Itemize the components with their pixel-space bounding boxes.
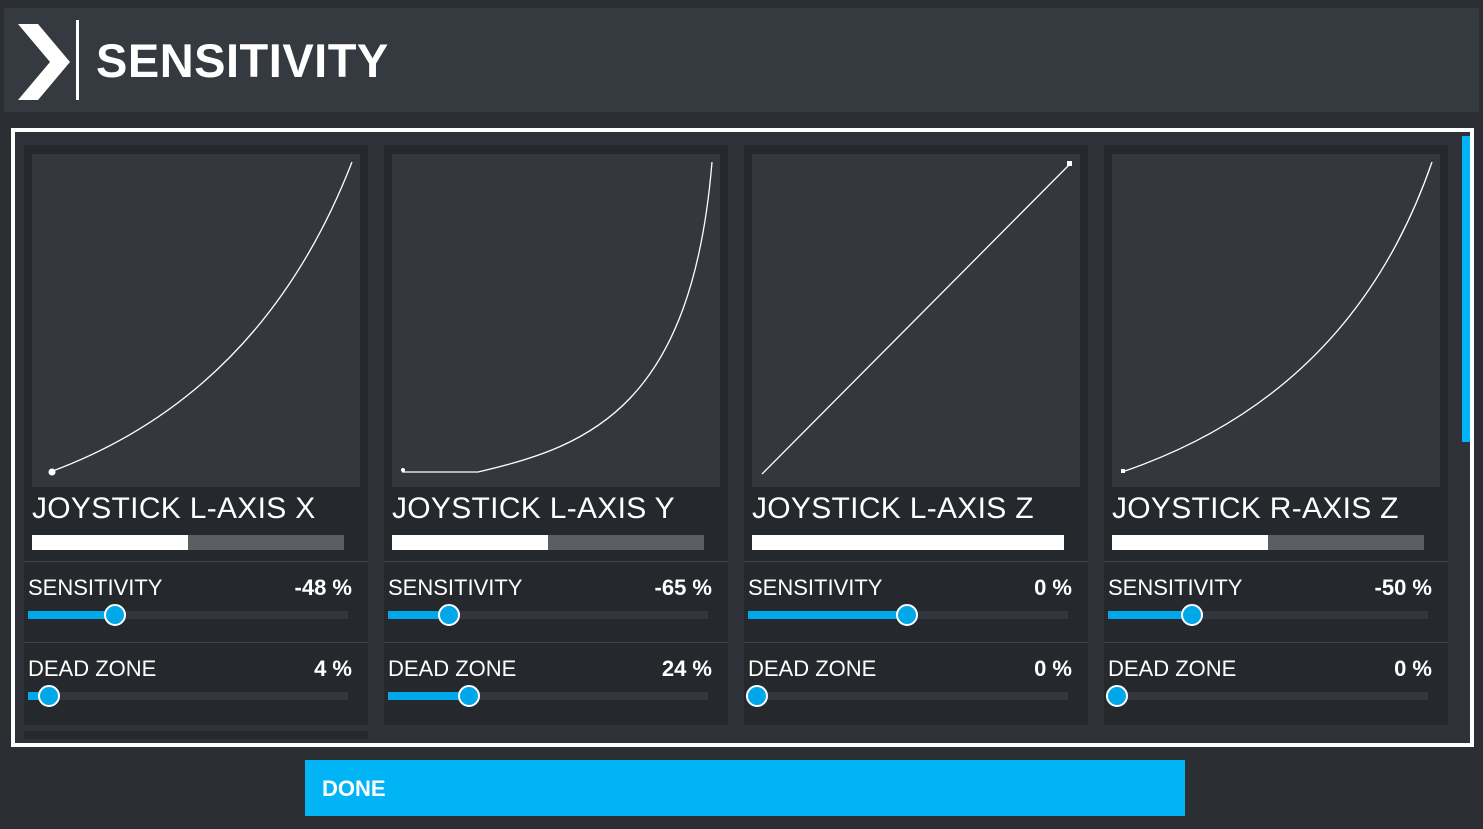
sensitivity-value: 0 % <box>1034 575 1072 600</box>
axis-card-r-axis-z: JOYSTICK R-AXIS Z SENSITIVITY -50 % DEAD… <box>1104 145 1448 725</box>
dead-zone-value: 0 % <box>1394 656 1432 681</box>
curve-start-point <box>48 468 56 476</box>
sensitivity-slider-fill <box>28 611 115 619</box>
response-curve <box>1121 161 1433 473</box>
sensitivity-slider-knob[interactable] <box>104 604 126 626</box>
dead-zone-label: DEAD ZONE <box>1108 656 1237 681</box>
done-button-label: DONE <box>322 776 386 801</box>
sensitivity-slider[interactable] <box>1108 604 1428 626</box>
sensitivity-slider-fill <box>748 611 907 619</box>
divider <box>384 642 728 643</box>
header-divider <box>76 20 79 100</box>
response-curve-graph <box>752 154 1080 487</box>
response-curve <box>402 161 713 473</box>
axis-input-bar-fill <box>392 535 548 550</box>
curve-start-point <box>401 468 405 472</box>
divider <box>384 561 728 562</box>
divider <box>1104 561 1448 562</box>
axis-input-bar <box>752 535 1064 550</box>
curve-start-point <box>1121 469 1125 473</box>
response-curve-graph <box>392 154 720 487</box>
sensitivity-value: -50 % <box>1374 575 1432 600</box>
axis-card-next-row <box>24 731 368 739</box>
chevron-right-icon[interactable] <box>18 24 70 100</box>
dead-zone-slider[interactable] <box>1106 685 1428 707</box>
dead-zone-value: 4 % <box>314 656 352 681</box>
header-bar: SENSITIVITY <box>4 8 1479 112</box>
axis-card-l-axis-x: JOYSTICK L-AXIS X SENSITIVITY -48 % DEAD… <box>24 145 368 725</box>
axis-title: JOYSTICK L-AXIS Y <box>392 492 675 525</box>
dead-zone-slider-knob[interactable] <box>38 685 60 707</box>
sensitivity-slider-knob[interactable] <box>896 604 918 626</box>
dead-zone-slider[interactable] <box>388 685 708 707</box>
sensitivity-slider-knob[interactable] <box>438 604 460 626</box>
axes-panel: JOYSTICK L-AXIS X SENSITIVITY -48 % DEAD… <box>11 128 1474 747</box>
sensitivity-label: SENSITIVITY <box>748 575 883 600</box>
divider <box>1104 642 1448 643</box>
dead-zone-slider[interactable] <box>28 685 348 707</box>
response-curve <box>761 163 1071 475</box>
response-curve-graph <box>1112 154 1440 487</box>
sensitivity-label: SENSITIVITY <box>388 575 523 600</box>
sensitivity-slider-fill <box>388 611 449 619</box>
divider <box>744 561 1088 562</box>
axis-card-l-axis-y: JOYSTICK L-AXIS Y SENSITIVITY -65 % DEAD… <box>384 145 728 725</box>
sensitivity-label: SENSITIVITY <box>28 575 163 600</box>
dead-zone-slider[interactable] <box>746 685 1068 707</box>
axis-input-bar <box>392 535 704 550</box>
dead-zone-slider-knob[interactable] <box>1106 685 1128 707</box>
scrollbar-thumb[interactable] <box>1462 136 1470 442</box>
axis-input-bar-fill <box>32 535 188 550</box>
divider <box>24 642 368 643</box>
divider <box>744 642 1088 643</box>
dead-zone-value: 0 % <box>1034 656 1072 681</box>
done-button[interactable]: DONE <box>305 760 1185 816</box>
dead-zone-value: 24 % <box>661 656 712 681</box>
dead-zone-slider-knob[interactable] <box>746 685 768 707</box>
sensitivity-slider-fill <box>1108 611 1192 619</box>
axis-input-bar <box>1112 535 1424 550</box>
sensitivity-value: -48 % <box>294 575 352 600</box>
sensitivity-slider[interactable] <box>388 604 708 626</box>
axis-title: JOYSTICK L-AXIS Z <box>752 492 1034 525</box>
sensitivity-label: SENSITIVITY <box>1108 575 1243 600</box>
page-title: SENSITIVITY <box>96 34 389 87</box>
axis-input-bar-fill <box>1112 535 1268 550</box>
sensitivity-slider[interactable] <box>28 604 348 626</box>
divider <box>24 561 368 562</box>
axes-scroll-area[interactable]: JOYSTICK L-AXIS X SENSITIVITY -48 % DEAD… <box>19 136 1459 739</box>
axis-title: JOYSTICK R-AXIS Z <box>1112 492 1399 525</box>
dead-zone-label: DEAD ZONE <box>388 656 517 681</box>
axis-input-bar <box>32 535 344 550</box>
curve-end-point <box>1067 161 1072 166</box>
dead-zone-slider-fill <box>388 692 469 700</box>
axis-input-bar-fill <box>752 535 1064 550</box>
response-curve-graph <box>32 154 360 487</box>
response-curve <box>49 161 353 473</box>
sensitivity-slider-knob[interactable] <box>1181 604 1203 626</box>
dead-zone-label: DEAD ZONE <box>28 656 157 681</box>
dead-zone-label: DEAD ZONE <box>748 656 877 681</box>
axis-title: JOYSTICK L-AXIS X <box>32 492 316 525</box>
sensitivity-value: -65 % <box>654 575 712 600</box>
sensitivity-slider[interactable] <box>748 604 1068 626</box>
dead-zone-slider-knob[interactable] <box>458 685 480 707</box>
axis-card-l-axis-z: JOYSTICK L-AXIS Z SENSITIVITY 0 % DEAD Z… <box>744 145 1088 725</box>
